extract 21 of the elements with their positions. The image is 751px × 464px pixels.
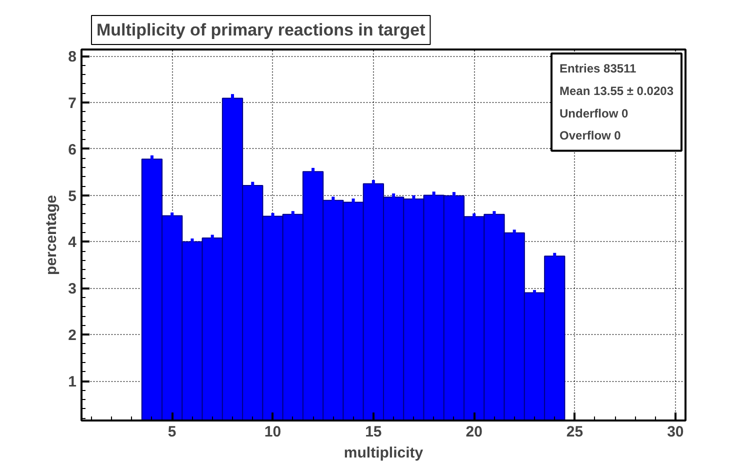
x-tick-label: 15 bbox=[365, 424, 382, 440]
chart-title: Multiplicity of primary reactions in target bbox=[96, 20, 426, 40]
x-tick-label: 20 bbox=[466, 424, 482, 440]
x-axis-title: multiplicity bbox=[344, 444, 424, 462]
y-tick-label: 8 bbox=[68, 48, 76, 66]
annotation: Entries 83511 bbox=[560, 62, 637, 76]
y-tick-label: 2 bbox=[68, 327, 76, 344]
annotation: Underflow 0 bbox=[560, 106, 629, 120]
y-tick-label: 4 bbox=[68, 234, 78, 252]
y-tick-label: 1 bbox=[68, 374, 76, 391]
y-tick-label: 7 bbox=[68, 94, 76, 112]
x-tick-label: 10 bbox=[264, 424, 282, 440]
x-tick-label: 30 bbox=[667, 424, 684, 440]
annotation: Overflow 0 bbox=[560, 128, 622, 143]
y-tick-label: 5 bbox=[68, 188, 76, 205]
y-tick-label: 6 bbox=[68, 141, 76, 158]
annotation: Mean 13.55 ± 0.0203 bbox=[560, 84, 674, 98]
x-tick-label: 5 bbox=[168, 424, 176, 440]
x-tick-label: 25 bbox=[566, 424, 584, 440]
y-axis-title: percentage bbox=[43, 194, 60, 276]
y-tick-label: 3 bbox=[68, 280, 76, 298]
